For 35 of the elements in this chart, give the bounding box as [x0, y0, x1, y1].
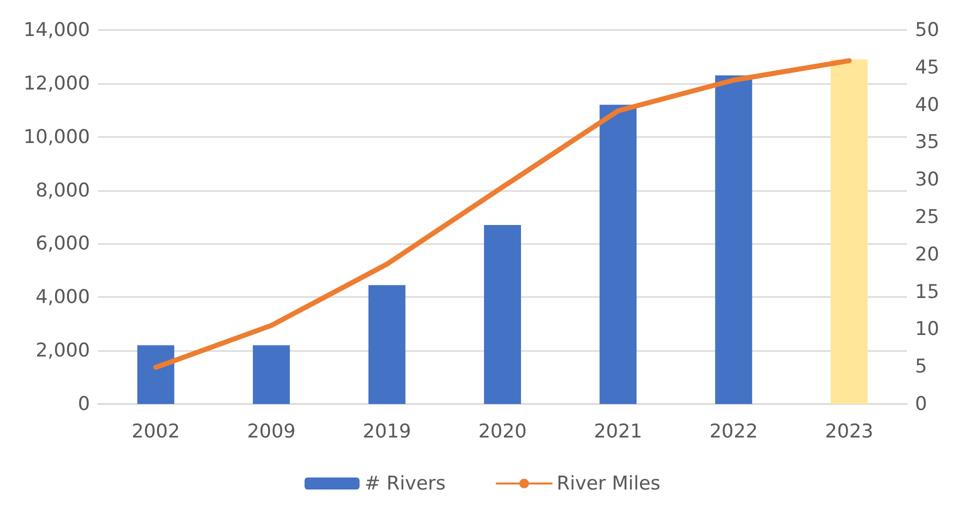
bar — [368, 285, 406, 404]
y2-tick-label: 40 — [915, 94, 940, 116]
y2-tick-label: 50 — [915, 19, 940, 41]
x-tick-label: 2022 — [709, 420, 758, 442]
bar — [830, 59, 868, 404]
bar — [137, 345, 174, 404]
bar — [252, 345, 290, 404]
y2-tick-label: 5 — [915, 356, 928, 378]
y2-tick-label: 10 — [915, 318, 940, 340]
y2-tick-label: 15 — [915, 280, 940, 303]
x-tick-label: 2020 — [478, 420, 527, 442]
y2-tick-label: 0 — [915, 393, 928, 415]
bar — [600, 104, 637, 404]
y2-tick-label: 25 — [915, 206, 940, 228]
x-tick-label: 2002 — [132, 420, 180, 442]
legend-label: River Miles — [556, 472, 660, 494]
bar — [484, 225, 521, 404]
y-tick-label: 10,000 — [24, 126, 90, 148]
x-tick-label: 2019 — [362, 420, 412, 442]
y-tick-label: 0 — [78, 393, 90, 415]
y-tick-label: 2,000 — [36, 340, 90, 362]
x-tick-label: 2009 — [247, 420, 296, 442]
y2-tick-label: 20 — [915, 243, 940, 266]
x-tick-label: 2021 — [594, 420, 642, 442]
y-tick-label: 14,000 — [24, 19, 90, 41]
bar — [715, 75, 752, 404]
y-tick-label: 12,000 — [24, 72, 90, 94]
y-tick-label: 8,000 — [36, 179, 90, 202]
y2-tick-label: 45 — [915, 56, 940, 78]
y-tick-label: 4,000 — [36, 286, 90, 308]
y-tick-label: 6,000 — [36, 232, 90, 255]
x-tick-label: 2023 — [825, 420, 874, 442]
legend-label: # Rivers — [364, 472, 446, 494]
y2-tick-label: 30 — [915, 168, 940, 191]
y2-tick-label: 35 — [915, 131, 940, 154]
